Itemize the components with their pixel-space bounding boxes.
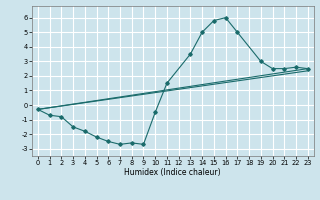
X-axis label: Humidex (Indice chaleur): Humidex (Indice chaleur) xyxy=(124,168,221,177)
